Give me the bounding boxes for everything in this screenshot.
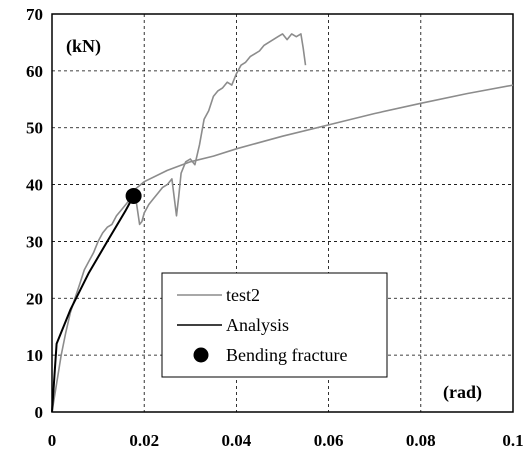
y-tick-label: 10 xyxy=(26,346,43,365)
series-line-test2 xyxy=(51,33,307,413)
bending-fracture-point xyxy=(125,187,142,204)
x-axis-ticks: 0 0.02 0.04 0.06 0.08 0.1 xyxy=(48,431,524,450)
legend: test2 Analysis Bending fracture xyxy=(161,272,388,378)
y-tick-label: 40 xyxy=(26,176,43,195)
y-tick-label: 60 xyxy=(26,62,43,81)
x-tick-label: 0.1 xyxy=(502,431,523,450)
y-tick-label: 50 xyxy=(26,119,43,138)
legend-analysis-label: Analysis xyxy=(226,315,289,335)
plot-frame xyxy=(51,13,514,413)
y-axis-unit-label: (kN) xyxy=(66,36,101,57)
series-line-test2-envelope xyxy=(129,84,514,194)
y-tick-label: 0 xyxy=(35,403,44,422)
x-tick-label: 0.04 xyxy=(222,431,252,450)
y-tick-label: 70 xyxy=(26,5,43,24)
series-group xyxy=(51,33,514,413)
legend-fracture-marker xyxy=(193,347,209,363)
legend-fracture-label: Bending fracture xyxy=(226,345,347,365)
y-axis-ticks: 0 10 20 30 40 50 60 70 xyxy=(26,5,43,422)
y-tick-label: 20 xyxy=(26,289,43,308)
legend-test2-label: test2 xyxy=(226,285,260,305)
x-tick-label: 0.02 xyxy=(129,431,159,450)
x-tick-label: 0 xyxy=(48,431,57,450)
x-axis-unit-label: (rad) xyxy=(443,382,482,403)
series-line-analysis xyxy=(51,195,135,413)
x-tick-label: 0.06 xyxy=(314,431,344,450)
y-tick-label: 30 xyxy=(26,232,43,251)
x-tick-label: 0.08 xyxy=(406,431,436,450)
